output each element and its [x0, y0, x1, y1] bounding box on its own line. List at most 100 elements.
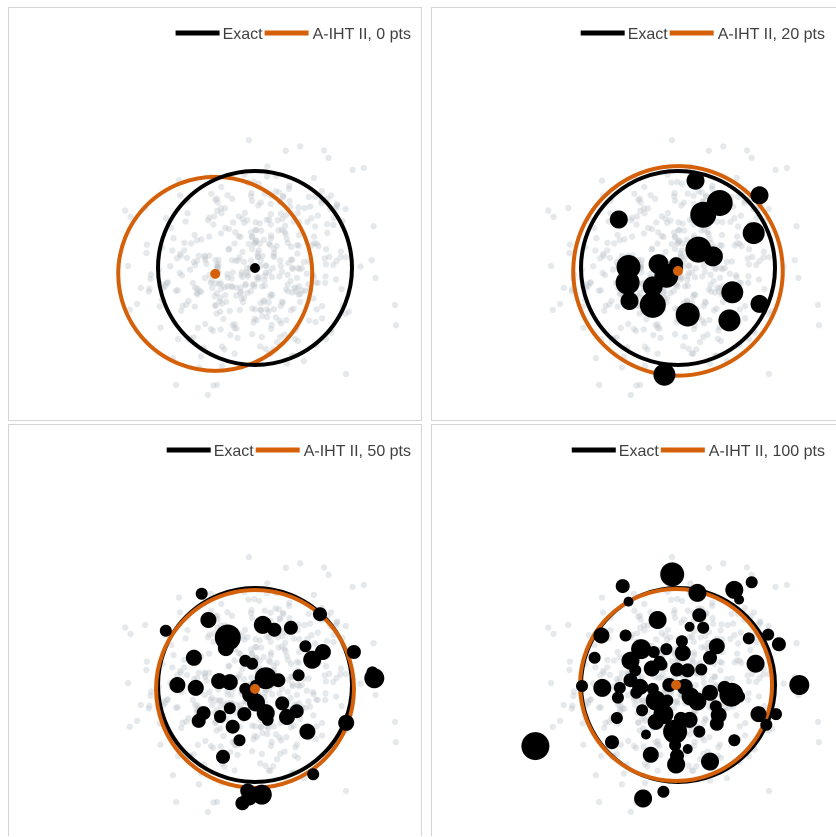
- cloud-point: [724, 621, 731, 629]
- cloud-point: [289, 265, 296, 273]
- cloud-point: [266, 658, 274, 666]
- cloud-point: [207, 696, 214, 703]
- cloud-point: [693, 763, 700, 770]
- cloud-point: [733, 650, 741, 657]
- cloud-point: [640, 622, 648, 629]
- cloud-point: [231, 324, 238, 331]
- cloud-point: [259, 312, 266, 320]
- cloud-point: [629, 214, 636, 221]
- cloud-point: [674, 283, 681, 290]
- cloud-point: [271, 249, 278, 256]
- cloud-point: [731, 659, 738, 666]
- cloud-point: [349, 583, 356, 590]
- cloud-point: [273, 242, 280, 250]
- cloud-point: [221, 284, 228, 291]
- cloud-point: [156, 303, 163, 310]
- cloud-point: [741, 719, 749, 727]
- weighted-point: [623, 596, 634, 607]
- cloud-point: [737, 629, 744, 636]
- cloud-point: [293, 658, 301, 666]
- cloud-point: [765, 253, 773, 261]
- cloud-point: [235, 213, 242, 220]
- cloud-point: [736, 240, 743, 247]
- cloud-point: [678, 247, 685, 254]
- cloud-point: [640, 326, 647, 333]
- cloud-point: [280, 193, 287, 200]
- weighted-points: [609, 171, 769, 386]
- cloud-point: [242, 280, 249, 288]
- cloud-point: [687, 730, 694, 738]
- cloud-point: [750, 609, 758, 616]
- cloud-point: [627, 808, 634, 816]
- cloud-point: [689, 633, 696, 640]
- cloud-point: [231, 320, 238, 328]
- cloud-point: [309, 689, 317, 696]
- cloud-point: [600, 669, 607, 677]
- cloud-point: [241, 636, 248, 644]
- cloud-point: [618, 781, 626, 788]
- cloud-point: [265, 725, 272, 732]
- cloud-point: [313, 306, 320, 313]
- cloud-point: [251, 315, 258, 323]
- cloud-point: [566, 658, 574, 665]
- cloud-point: [258, 227, 265, 234]
- cloud-point: [332, 276, 340, 283]
- cloud-point: [641, 183, 648, 191]
- cloud-point: [689, 269, 696, 276]
- cloud-point: [337, 248, 345, 255]
- cloud-point: [194, 291, 201, 298]
- cloud-point: [267, 742, 275, 750]
- weighted-point: [653, 363, 676, 386]
- cloud-point: [164, 279, 171, 286]
- cloud-point: [175, 594, 183, 601]
- cloud-point: [625, 320, 632, 328]
- cloud-point: [686, 262, 693, 270]
- cloud-point: [318, 732, 326, 739]
- cloud-point: [565, 204, 572, 212]
- cloud-point: [753, 678, 760, 686]
- weighted-point: [688, 692, 707, 711]
- cloud-point: [248, 606, 255, 614]
- cloud-point: [216, 280, 223, 287]
- cloud-point: [707, 271, 714, 278]
- cloud-point: [731, 632, 738, 639]
- cloud-point: [276, 690, 283, 697]
- cloud-point: [676, 237, 683, 245]
- cloud-point: [217, 230, 225, 237]
- cloud-point: [225, 663, 232, 670]
- cloud-point: [244, 289, 251, 297]
- cloud-point: [684, 272, 692, 279]
- cloud-point: [717, 754, 725, 762]
- cloud-point: [294, 681, 301, 689]
- cloud-point: [248, 234, 255, 241]
- cloud-point: [648, 225, 656, 233]
- cloud-point: [215, 260, 222, 268]
- cloud-point: [247, 646, 255, 653]
- cloud-point: [814, 301, 822, 309]
- legend-label-approx: A-IHT II, 20 pts: [718, 26, 825, 43]
- weighted-point: [789, 675, 810, 695]
- legend: A-IHT II, 20 pts Exact: [580, 26, 825, 43]
- weighted-point: [647, 646, 660, 658]
- cloud-point: [314, 696, 321, 704]
- cloud-point: [212, 302, 219, 309]
- cloud-point: [718, 659, 725, 666]
- cloud-point: [727, 635, 734, 642]
- cloud-point: [715, 288, 722, 295]
- cloud-point: [133, 717, 141, 725]
- cloud-point: [729, 620, 737, 627]
- cloud-point: [592, 772, 600, 779]
- cloud-point: [287, 694, 294, 702]
- cloud-point: [300, 258, 307, 266]
- cloud-point: [715, 744, 722, 751]
- cloud-point: [701, 715, 709, 722]
- cloud-point: [639, 697, 646, 704]
- weighted-point: [703, 650, 717, 665]
- cloud-point: [296, 298, 304, 305]
- cloud-point: [738, 242, 745, 250]
- cloud-point: [267, 638, 274, 645]
- legend-label-exact: Exact: [214, 443, 255, 460]
- cloud-point: [670, 287, 677, 295]
- cloud-point: [391, 301, 399, 309]
- cloud-point: [195, 669, 202, 677]
